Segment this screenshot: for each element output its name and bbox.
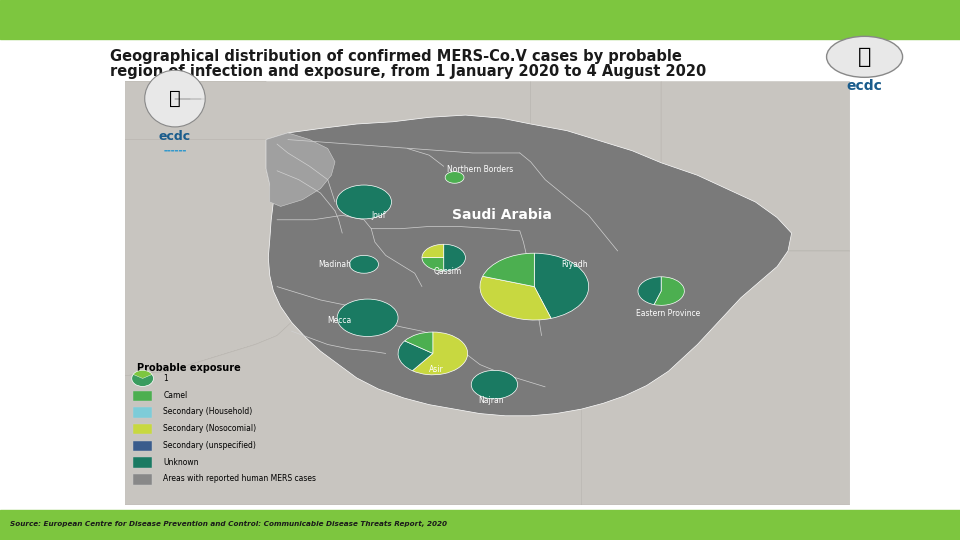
Polygon shape <box>266 133 335 206</box>
Bar <box>133 407 152 417</box>
Wedge shape <box>349 255 378 273</box>
Wedge shape <box>337 299 398 336</box>
Wedge shape <box>480 276 551 320</box>
Wedge shape <box>422 258 444 271</box>
Text: 🌐: 🌐 <box>858 47 872 67</box>
Bar <box>133 474 152 484</box>
Text: Eastern Province: Eastern Province <box>636 309 701 318</box>
Polygon shape <box>582 233 850 505</box>
Text: ecdc: ecdc <box>159 130 191 143</box>
Wedge shape <box>398 341 433 371</box>
Wedge shape <box>471 370 517 399</box>
Bar <box>133 441 152 451</box>
Wedge shape <box>444 244 466 271</box>
Text: Northern Borders: Northern Borders <box>446 165 513 174</box>
Text: Source: European Centre for Disease Prevention and Control: Communicable Disease: Source: European Centre for Disease Prev… <box>10 521 446 527</box>
Bar <box>133 390 152 401</box>
Text: Secondary (Nosocomial): Secondary (Nosocomial) <box>163 424 256 433</box>
Text: ▬▬▬▬▬▬: ▬▬▬▬▬▬ <box>163 148 186 152</box>
Bar <box>133 457 152 468</box>
Text: 1: 1 <box>163 374 168 383</box>
Text: Unknown: Unknown <box>163 457 199 467</box>
Circle shape <box>145 70 205 127</box>
Wedge shape <box>405 332 433 354</box>
Wedge shape <box>535 253 588 319</box>
Text: Madinah: Madinah <box>319 260 351 269</box>
Wedge shape <box>413 332 468 375</box>
Text: Asir: Asir <box>429 364 444 374</box>
Wedge shape <box>638 277 661 305</box>
Wedge shape <box>133 370 152 379</box>
Text: Saudi Arabia: Saudi Arabia <box>452 208 552 222</box>
Bar <box>133 424 152 434</box>
Text: Date of production: 05/08/2020: Date of production: 05/08/2020 <box>730 495 828 501</box>
Text: 🌐: 🌐 <box>169 89 180 108</box>
Polygon shape <box>125 82 531 140</box>
Text: Riyadh: Riyadh <box>561 260 588 269</box>
Polygon shape <box>125 322 582 505</box>
Text: Najran: Najran <box>478 396 504 404</box>
Text: ecdc: ecdc <box>847 79 882 93</box>
Wedge shape <box>654 277 684 305</box>
Text: Camel: Camel <box>163 390 187 400</box>
Text: Areas with reported human MERS cases: Areas with reported human MERS cases <box>163 474 316 483</box>
Bar <box>0 39 960 510</box>
Text: Qassim: Qassim <box>433 267 462 275</box>
Polygon shape <box>661 82 850 251</box>
Text: Jouf: Jouf <box>372 211 386 220</box>
Text: Probable exposure: Probable exposure <box>137 363 241 373</box>
Text: Secondary (unspecified): Secondary (unspecified) <box>163 441 256 450</box>
Circle shape <box>827 36 902 77</box>
Polygon shape <box>125 82 292 376</box>
Wedge shape <box>336 185 392 219</box>
Wedge shape <box>483 253 535 287</box>
Text: Geographical distribution of confirmed MERS-Co.V cases by probable: Geographical distribution of confirmed M… <box>110 49 683 64</box>
Text: Secondary (Household): Secondary (Household) <box>163 407 252 416</box>
Text: region of infection and exposure, from 1 January 2020 to 4 August 2020: region of infection and exposure, from 1… <box>110 64 707 79</box>
Bar <box>0 510 960 540</box>
Circle shape <box>132 370 154 387</box>
Wedge shape <box>445 172 464 183</box>
Text: Mecca: Mecca <box>327 315 351 325</box>
Wedge shape <box>422 244 444 258</box>
Polygon shape <box>266 115 792 416</box>
Bar <box>0 0 960 39</box>
Polygon shape <box>531 82 661 163</box>
